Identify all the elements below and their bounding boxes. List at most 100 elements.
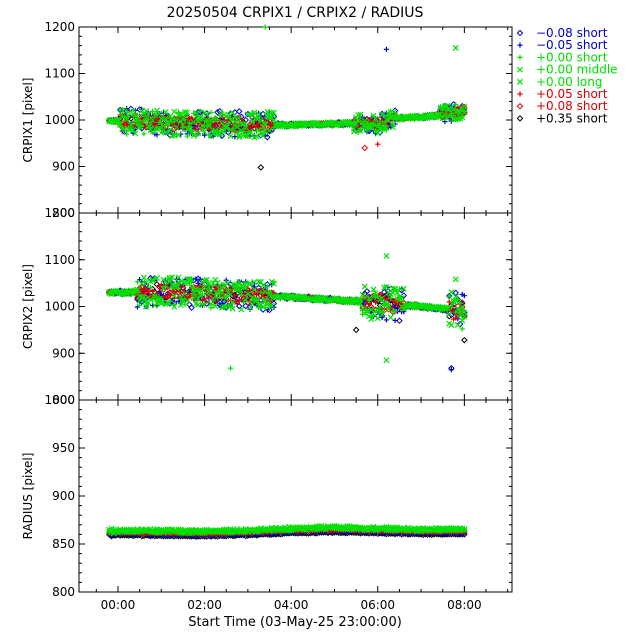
data-point [194,124,202,132]
data-point [269,295,275,301]
data-point [169,285,175,291]
data-point [199,126,206,133]
data-point [179,296,186,303]
data-point [264,284,270,290]
legend-marker [516,115,524,122]
data-point [401,306,407,312]
data-point [389,124,396,131]
data-point [158,296,164,302]
data-point [418,115,424,121]
legend-item: +0.08 short [516,99,608,113]
data-point [134,112,141,118]
data-point [376,291,384,299]
data-point [204,118,210,124]
y-tick-label: 1000 [44,393,75,407]
data-point [206,286,212,292]
data-point [178,289,184,295]
data-point [461,103,468,110]
data-point [206,132,212,138]
data-point [453,309,459,315]
data-point [427,115,433,121]
data-point [232,292,238,299]
data-point [372,115,379,123]
data-point [243,122,249,129]
data-point [132,289,138,295]
data-point [455,115,461,121]
data-point [401,117,407,123]
data-point [255,278,262,285]
y-tick-label: 1000 [44,300,75,314]
data-point [266,289,273,295]
data-point [119,110,125,116]
data-point [117,107,123,113]
data-points [106,522,468,540]
data-point [446,311,453,318]
data-point [188,304,195,312]
data-point [383,127,390,133]
data-point [357,126,364,132]
data-point [171,108,178,115]
data-point [199,292,206,298]
data-point [251,286,258,293]
data-point [156,110,163,117]
data-point [145,301,151,307]
data-point [271,125,277,131]
data-point [188,130,195,137]
data-point [217,291,223,297]
data-point [375,122,381,128]
data-point [137,302,143,308]
legend-item: +0.05 short [517,87,608,101]
data-point [238,306,245,313]
data-point [140,274,147,281]
data-point [221,303,228,310]
data-point [453,315,459,321]
data-point [448,322,455,329]
data-point [266,127,273,134]
data-point [153,274,160,281]
legend-label: −0.08 short [536,26,608,40]
data-point [171,116,177,122]
data-point [169,282,176,289]
legend-marker [516,78,524,85]
data-point [377,304,383,311]
data-point [158,129,165,136]
data-point [238,121,244,128]
legend: −0.08 short−0.05 short+0.00 short+0.00 m… [516,26,618,125]
data-point [448,304,454,310]
data-point [158,120,164,127]
y-tick-label: 850 [52,537,75,551]
data-point [173,131,180,137]
y-tick-label: 1100 [44,253,75,267]
data-point [236,134,243,141]
data-point [169,119,175,125]
outlier-point [448,367,454,373]
data-point [255,301,262,308]
outlier-point [452,44,459,51]
data-point [258,289,264,295]
data-point [210,281,216,288]
data-point [214,130,221,137]
data-point [257,279,264,286]
data-point [160,115,167,121]
data-point [180,125,186,131]
data-point [193,292,199,298]
data-point [260,130,266,136]
data-point [154,297,160,303]
data-point [373,127,379,133]
data-point [435,304,441,310]
data-point [446,107,452,113]
data-point [336,122,342,128]
y-tick-label: 900 [52,489,75,503]
data-point [197,108,203,114]
x-tick-label: 02:00 [187,598,222,612]
data-point [223,303,230,310]
data-point [217,112,223,118]
data-point [186,280,193,287]
data-point [221,281,227,287]
data-point [363,287,371,295]
data-point [205,123,212,130]
data-point [208,109,214,116]
data-point [370,286,377,293]
data-point [140,110,147,117]
data-point [269,282,275,288]
